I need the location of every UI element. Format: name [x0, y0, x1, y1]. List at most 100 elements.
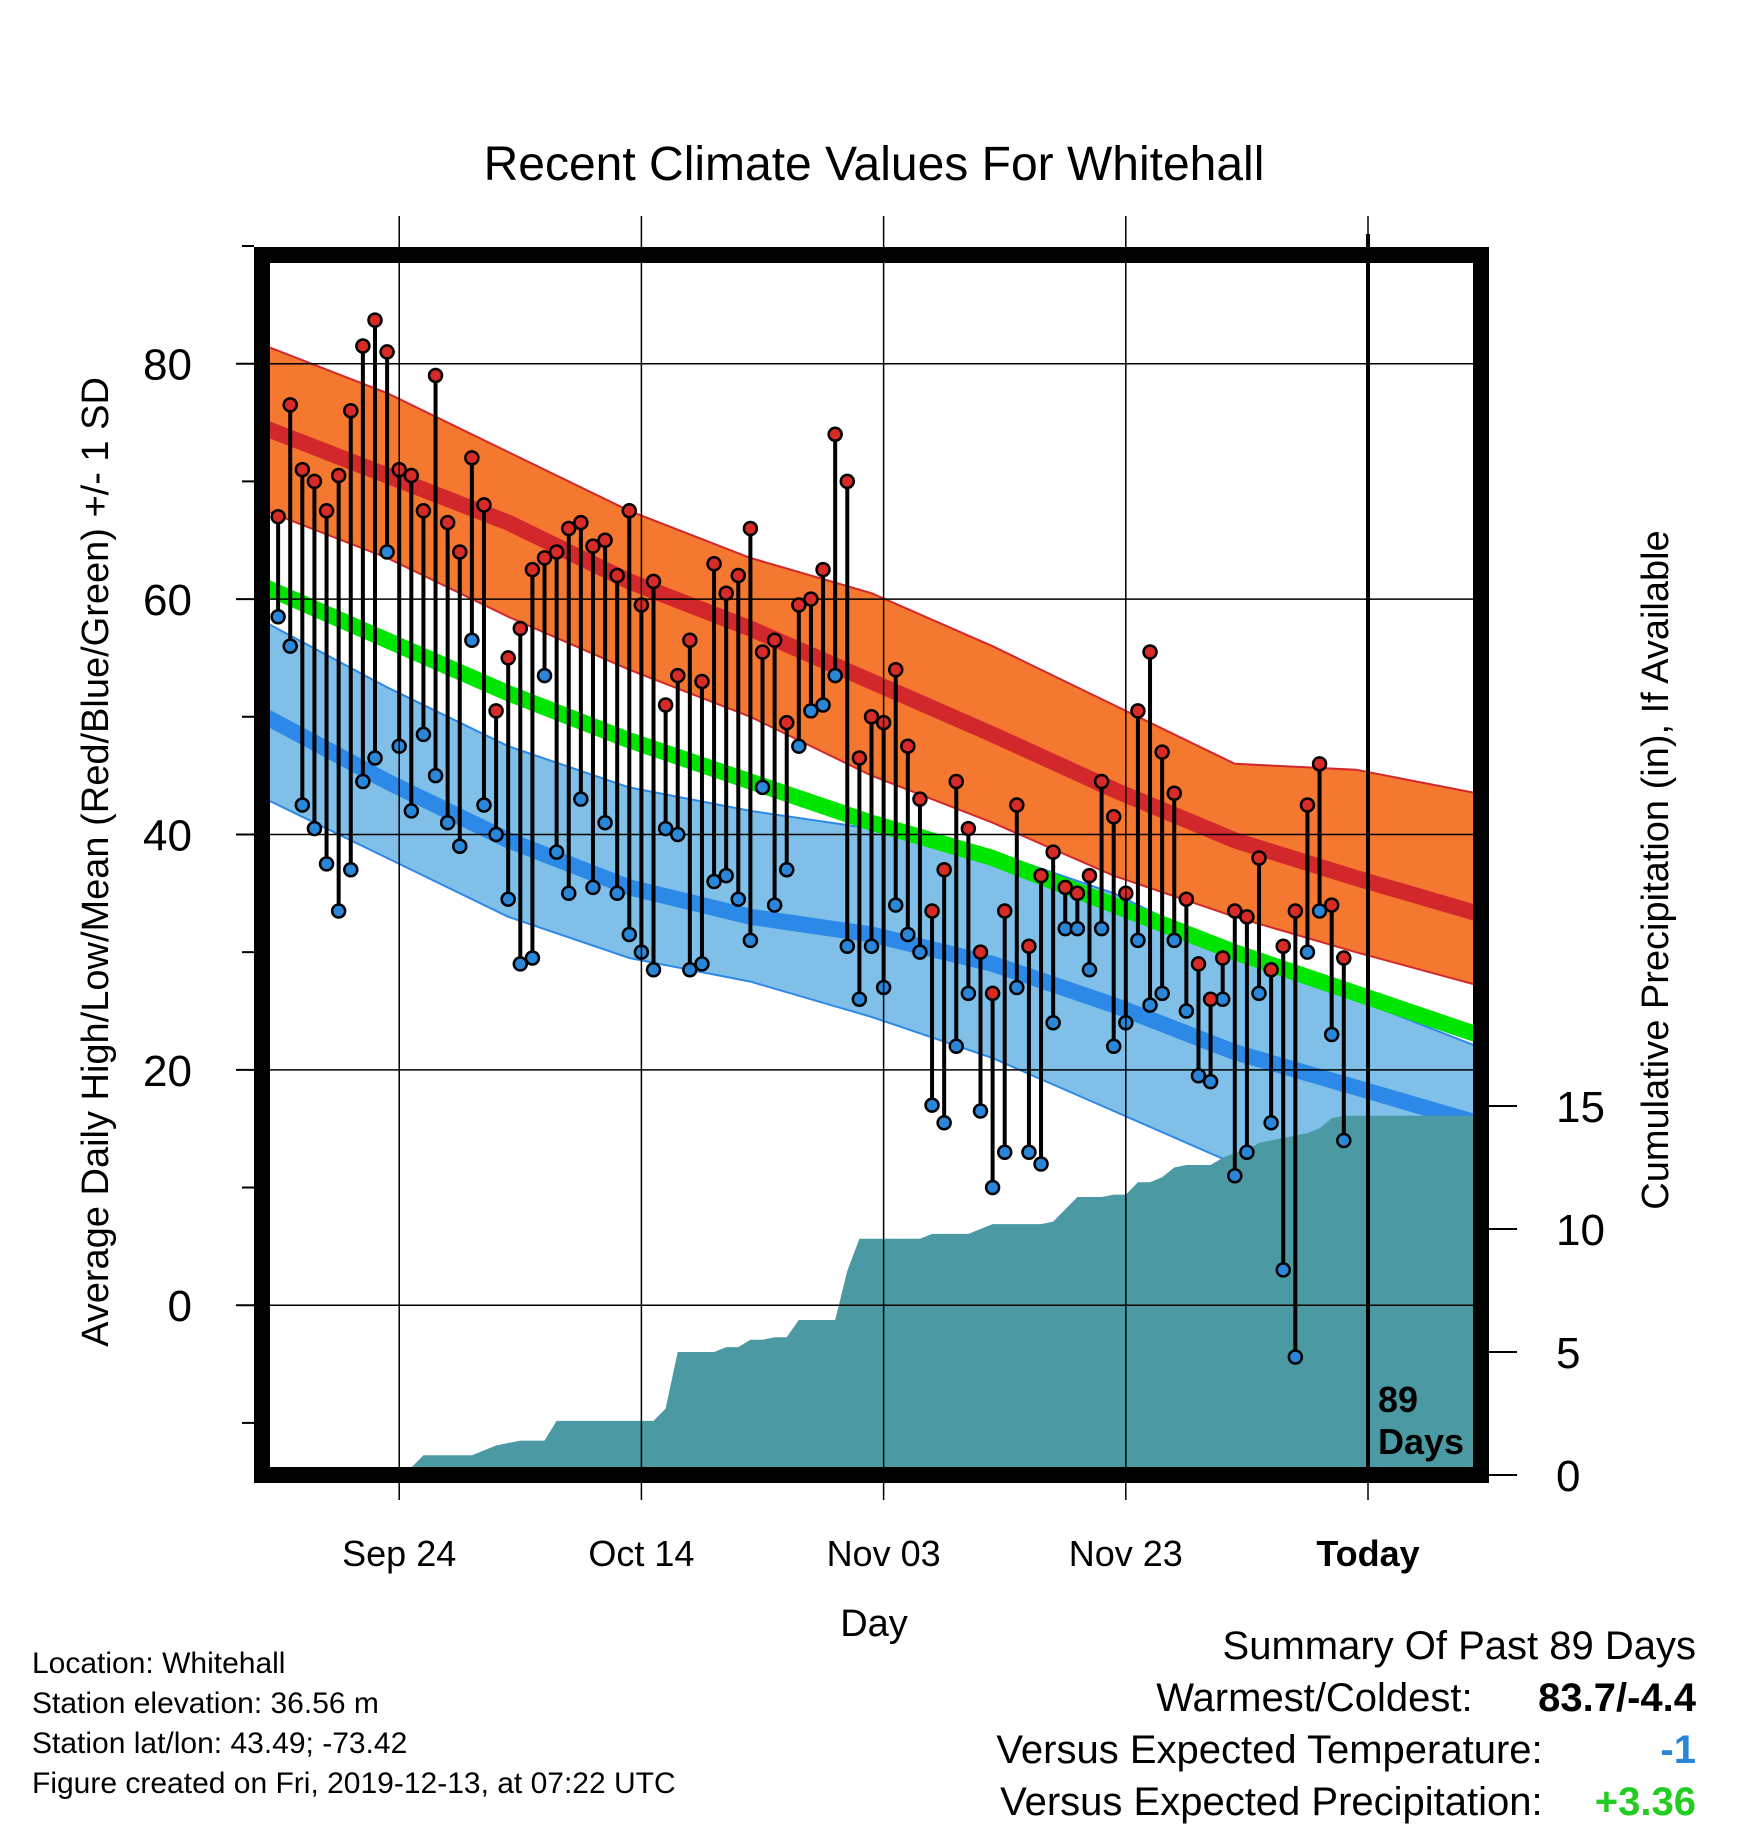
daily-low-point [561, 885, 577, 902]
daily-high-point [476, 497, 492, 513]
daily-high-point [452, 544, 468, 560]
daily-high-point [1287, 903, 1304, 919]
daily-high-point [1263, 962, 1279, 978]
daily-low-point [427, 767, 444, 784]
daily-low-point [1227, 1168, 1243, 1184]
daily-high-point [984, 985, 1001, 1002]
daily-low-point [1105, 1038, 1122, 1055]
daily-high-point [1154, 744, 1170, 760]
daily-high-point [1105, 809, 1122, 825]
daily-high-point [1093, 773, 1110, 790]
daily-low-point [1311, 903, 1328, 919]
daily-high-point [1166, 785, 1182, 802]
daily-high-point [1009, 797, 1025, 813]
daily-low-point [815, 697, 831, 713]
summary-precip-value: +3.36 [1594, 1780, 1696, 1824]
summary-heading: Summary Of Past 89 Days [1222, 1624, 1696, 1668]
daily-high-point [996, 903, 1013, 919]
daily-high-point [282, 397, 298, 413]
location-text: Location: Whitehall [32, 1647, 286, 1680]
daily-low-point [984, 1179, 1001, 1196]
daily-high-point [524, 561, 541, 578]
daily-low-point [512, 956, 529, 972]
daily-low-point [379, 544, 395, 560]
daily-high-point [1323, 897, 1340, 913]
x-axis-label: Day [840, 1603, 908, 1645]
summary-warmest-label: Warmest/Coldest: [1156, 1676, 1473, 1720]
daily-high-point [827, 426, 843, 443]
normal-high-line [266, 420, 1477, 921]
daily-low-point [464, 632, 480, 649]
daily-low-point [1275, 1262, 1291, 1278]
daily-low-point [900, 926, 916, 943]
daily-low-point [294, 797, 311, 813]
daily-high-point [754, 644, 771, 660]
y-right-tick-label: 10 [1556, 1206, 1605, 1255]
daily-high-point [1275, 938, 1291, 955]
daily-low-point [924, 1097, 940, 1113]
daily-low-point [718, 867, 734, 884]
daily-low-point [694, 956, 710, 972]
daily-low-point [912, 944, 928, 960]
daily-high-point [657, 697, 674, 713]
daily-low-point [1130, 932, 1146, 949]
daily-low-point [343, 862, 359, 878]
daily-high-point [718, 585, 734, 601]
daily-low-point [1202, 1073, 1219, 1090]
daily-low-point [1069, 920, 1086, 937]
daily-low-point [318, 856, 335, 872]
daily-high-point [536, 550, 553, 566]
daily-low-point [972, 1103, 989, 1119]
daily-high-point [415, 503, 432, 519]
daily-low-point [488, 826, 504, 843]
daily-high-point [1142, 644, 1158, 660]
daily-high-point [621, 503, 638, 519]
daily-low-point [778, 862, 795, 878]
daily-high-point [379, 344, 395, 360]
daily-low-point [1166, 932, 1182, 949]
daily-high-point [1178, 891, 1195, 907]
daily-low-point [367, 750, 383, 766]
daily-low-point [936, 1115, 952, 1131]
daily-high-point [306, 473, 323, 490]
daily-low-point [439, 814, 456, 831]
daily-high-point [645, 573, 662, 590]
y-right-tick-label: 5 [1556, 1329, 1580, 1378]
x-tick-label: Oct 14 [588, 1533, 694, 1574]
daily-high-point [778, 714, 795, 731]
daily-low-point [682, 962, 698, 978]
daily-low-point [1021, 1144, 1037, 1160]
daily-low-point [415, 726, 432, 743]
created-text: Figure created on Fri, 2019-12-13, at 07… [32, 1767, 676, 1800]
chart-title: Recent Climate Values For Whitehall [484, 138, 1265, 191]
daily-low-point [573, 791, 589, 807]
daily-low-point [863, 938, 880, 955]
daily-low-point [1178, 1003, 1195, 1019]
plot-frame [254, 247, 1489, 1483]
daily-low-point [585, 879, 601, 896]
daily-low-point [536, 667, 553, 684]
daily-low-point [1263, 1115, 1279, 1131]
daily-low-point [1336, 1132, 1352, 1149]
daily-high-point [500, 650, 516, 666]
summary-temp-label: Versus Expected Temperature: [996, 1728, 1543, 1772]
daily-low-point [1081, 962, 1098, 978]
today-days-label-number: 89 [1378, 1379, 1418, 1420]
daily-low-point [1154, 985, 1170, 1002]
daily-low-point [597, 814, 613, 831]
daily-high-point [270, 508, 286, 525]
daily-high-point [972, 944, 989, 960]
daily-low-point [524, 950, 541, 966]
daily-high-point [367, 312, 383, 328]
y-left-tick-label: 80 [143, 341, 192, 390]
daily-low-point [1251, 985, 1267, 1002]
summary-panel: Summary Of Past 89 Days Warmest/Coldest:… [996, 1620, 1696, 1828]
daily-high-point [1227, 903, 1243, 919]
daily-high-point [766, 632, 783, 649]
daily-high-point [936, 862, 952, 878]
summary-warmest-value: 83.7/-4.4 [1538, 1676, 1696, 1720]
daily-low-point [996, 1144, 1013, 1160]
daily-high-point [1311, 756, 1328, 772]
daily-high-point [597, 532, 613, 548]
